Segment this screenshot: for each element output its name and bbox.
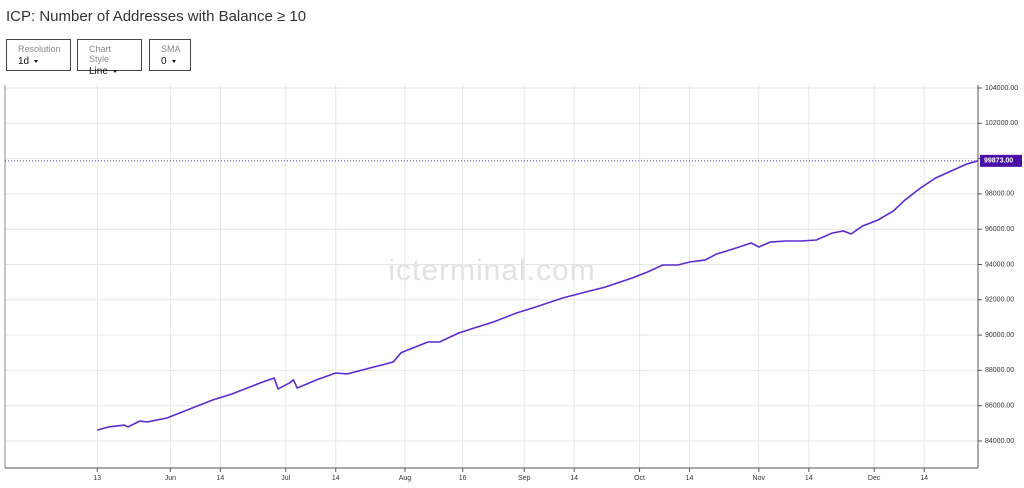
y-tick-label: 84000.00 bbox=[985, 438, 1014, 445]
control-value: Line bbox=[89, 66, 131, 77]
y-tick-label: 88000.00 bbox=[985, 367, 1014, 374]
y-tick-label: 102000.00 bbox=[985, 120, 1018, 127]
control-value: 0 bbox=[161, 56, 180, 67]
x-tick-label: Sep bbox=[518, 475, 531, 482]
x-tick-label: 14 bbox=[686, 475, 694, 482]
y-tick-label: 96000.00 bbox=[985, 226, 1014, 233]
grid bbox=[5, 85, 978, 468]
y-tick-label: 94000.00 bbox=[985, 261, 1014, 268]
y-tick-label: 90000.00 bbox=[985, 332, 1014, 339]
x-tick-label: Aug bbox=[399, 475, 412, 482]
y-tick-label: 104000.00 bbox=[985, 85, 1018, 92]
sma-select[interactable]: SMA 0 bbox=[149, 39, 191, 71]
current-value-box bbox=[980, 154, 1022, 167]
x-tick-label: Nov bbox=[753, 475, 766, 482]
x-tick-label: Oct bbox=[634, 475, 645, 482]
y-tick-label: 86000.00 bbox=[985, 403, 1014, 410]
x-tick-label: 14 bbox=[920, 475, 928, 482]
control-label: Resolution bbox=[18, 44, 61, 54]
y-tick-label: 92000.00 bbox=[985, 297, 1014, 304]
current-value-label: 99873.00 bbox=[984, 158, 1013, 165]
control-label: Chart Style bbox=[89, 44, 112, 64]
x-tick-label: 14 bbox=[216, 475, 224, 482]
data-line bbox=[97, 160, 979, 431]
chart-style-select[interactable]: Chart Style Line bbox=[77, 39, 142, 77]
control-value: 1d bbox=[18, 56, 60, 67]
x-tick-label: 14 bbox=[332, 475, 340, 482]
x-tick-label: Dec bbox=[868, 475, 881, 482]
watermark: icterminal.com bbox=[388, 254, 595, 287]
x-tick-label: 13 bbox=[93, 475, 101, 482]
control-label: SMA bbox=[161, 44, 181, 54]
x-tick-label: Jul bbox=[281, 475, 290, 482]
page-title: ICP: Number of Addresses with Balance ≥ … bbox=[6, 8, 307, 25]
x-tick-label: 14 bbox=[805, 475, 813, 482]
y-tick-label: 98000.00 bbox=[985, 191, 1014, 198]
resolution-select[interactable]: Resolution 1d bbox=[6, 39, 71, 71]
x-tick-label: Jun bbox=[165, 475, 176, 482]
x-tick-label: 16 bbox=[459, 475, 467, 482]
x-tick-label: 14 bbox=[570, 475, 578, 482]
